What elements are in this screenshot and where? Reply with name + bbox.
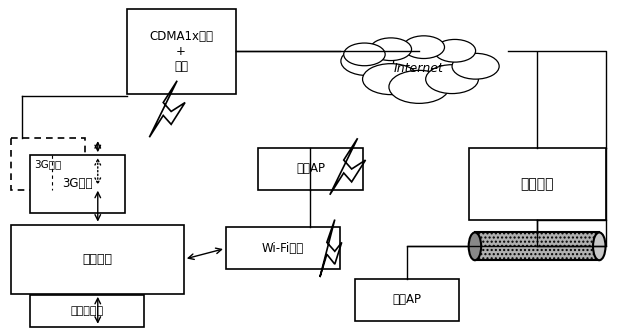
Ellipse shape (403, 36, 444, 58)
Ellipse shape (344, 43, 385, 66)
Ellipse shape (389, 70, 449, 104)
Text: 公网AP: 公网AP (296, 162, 325, 175)
Bar (30, 155, 124, 213)
Text: Wi-Fi模块: Wi-Fi模块 (262, 242, 304, 255)
Text: 监控中心: 监控中心 (521, 177, 554, 191)
Text: 3G模块: 3G模块 (34, 159, 61, 169)
Text: CDMA1x基站
+
网关: CDMA1x基站 + 网关 (149, 30, 213, 73)
Text: 以太网模块: 以太网模块 (71, 306, 104, 316)
Text: 园区AP: 园区AP (392, 293, 421, 306)
Ellipse shape (469, 232, 481, 260)
Bar (258, 148, 363, 190)
Bar (126, 9, 236, 94)
Bar (469, 148, 605, 219)
Bar (226, 227, 340, 269)
Ellipse shape (434, 39, 475, 62)
Bar (11, 138, 85, 190)
Ellipse shape (426, 65, 478, 94)
Ellipse shape (593, 232, 605, 260)
Ellipse shape (370, 38, 412, 60)
Ellipse shape (452, 53, 499, 79)
Ellipse shape (341, 47, 394, 75)
Bar (30, 295, 144, 327)
Text: 传输终端: 传输终端 (82, 253, 112, 266)
Ellipse shape (363, 64, 419, 95)
Bar (475, 232, 599, 260)
Text: Internet: Internet (394, 62, 444, 75)
Bar (355, 279, 459, 321)
Text: 3G模块: 3G模块 (62, 177, 93, 190)
Bar (11, 224, 184, 294)
